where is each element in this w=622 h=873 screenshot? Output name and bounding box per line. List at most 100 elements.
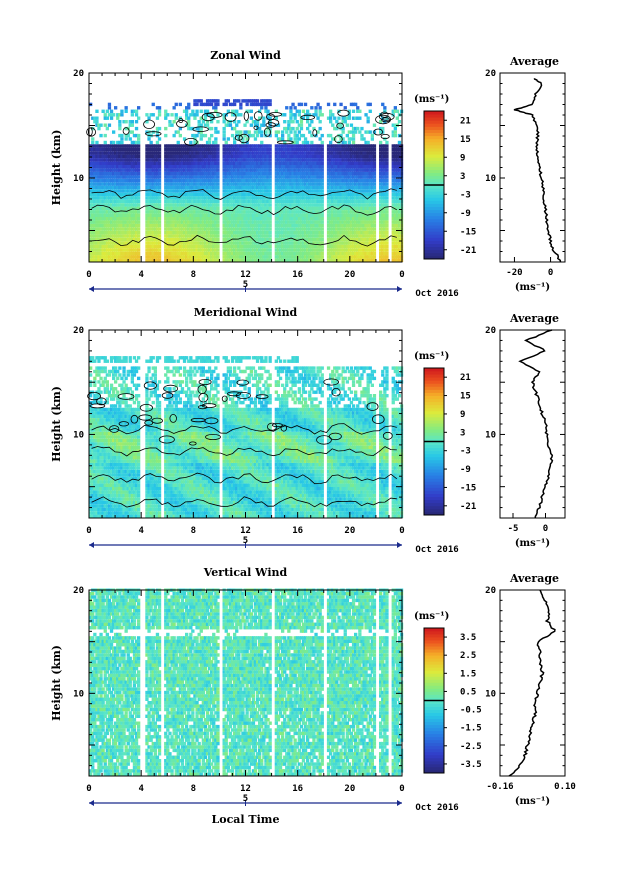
heatmap-cell: [385, 220, 389, 224]
heatmap-cell: [122, 175, 126, 179]
heatmap-cell: [99, 255, 103, 259]
heatmap-cell: [91, 213, 95, 217]
heatmap-cell: [103, 217, 107, 221]
heatmap-cell: [191, 192, 195, 197]
heatmap-cell: [107, 172, 112, 176]
heatmap-cell: [222, 130, 226, 134]
heatmap-cell: [201, 258, 205, 262]
heatmap-cell: [118, 158, 122, 162]
heatmap-cell: [172, 175, 176, 179]
heatmap-cell: [320, 227, 324, 231]
heatmap-cell: [207, 210, 212, 214]
heatmap-cell: [182, 178, 187, 183]
heatmap-cell: [182, 147, 187, 152]
heatmap-cell: [120, 206, 124, 210]
heatmap-cell: [120, 258, 124, 262]
heatmap-cell: [197, 158, 201, 162]
heatmap-cell: [116, 217, 120, 221]
heatmap-cell: [164, 133, 168, 138]
heatmap-cell: [89, 151, 93, 155]
heatmap-cell: [168, 192, 172, 197]
heatmap-cell: [93, 144, 97, 148]
heatmap-cell: [205, 161, 210, 165]
heatmap-cell: [118, 182, 122, 186]
heatmap-cell: [109, 230, 114, 235]
heatmap-cell: [187, 258, 191, 262]
heatmap-cell: [107, 248, 112, 252]
heatmap-cell: [145, 244, 149, 249]
heatmap-cell: [210, 251, 214, 256]
heatmap-cell: [103, 248, 107, 252]
heatmap-cell: [130, 140, 134, 145]
heatmap-cell: [118, 185, 122, 190]
heatmap-cell: [207, 140, 212, 145]
heatmap-cell: [268, 234, 272, 238]
heatmap-cell: [174, 172, 178, 176]
heatmap-cell: [214, 137, 218, 141]
heatmap-cell: [318, 109, 322, 113]
heatmap-cell: [210, 213, 214, 217]
heatmap-cell: [199, 230, 203, 235]
heatmap-cell: [101, 241, 105, 245]
heatmap-cell: [128, 168, 132, 172]
heatmap-cell: [130, 237, 134, 242]
heatmap-cell: [124, 241, 128, 245]
heatmap-cell: [170, 158, 174, 162]
heatmap-cell: [120, 185, 124, 190]
heatmap-cell: [128, 210, 132, 214]
heatmap-cell: [185, 227, 189, 231]
heatmap-cell: [151, 175, 155, 179]
heatmap-cell: [149, 220, 153, 224]
heatmap-cell: [207, 172, 212, 176]
heatmap-cell: [130, 258, 134, 262]
heatmap-cell: [212, 206, 216, 210]
heatmap-cell: [185, 244, 189, 249]
heatmap-cell: [132, 140, 137, 145]
heatmap-cell: [130, 130, 134, 134]
heatmap-cell: [134, 251, 139, 256]
heatmap-cell: [187, 175, 191, 179]
heatmap-cell: [268, 102, 272, 107]
heatmap-cell: [216, 227, 220, 231]
heatmap-cell: [118, 140, 122, 145]
heatmap-cell: [216, 234, 220, 238]
heatmap-cell: [107, 106, 112, 110]
heatmap-cell: [134, 175, 139, 179]
heatmap-cell: [182, 196, 187, 200]
heatmap-cell: [199, 189, 203, 193]
heatmap-cell: [193, 234, 197, 238]
heatmap-cell: [210, 144, 214, 148]
heatmap-cell: [95, 116, 99, 120]
heatmap-cell: [216, 168, 220, 172]
heatmap-cell: [299, 126, 304, 131]
heatmap-cell: [134, 126, 139, 131]
heatmap-cell: [153, 237, 157, 242]
heatmap-cell: [124, 258, 128, 262]
heatmap-cell: [116, 116, 120, 120]
heatmap-cell: [120, 230, 124, 235]
heatmap-cell: [93, 203, 97, 207]
heatmap-cell: [178, 217, 182, 221]
heatmap-cell: [185, 172, 189, 176]
heatmap-cell: [149, 172, 153, 176]
heatmap-cell: [185, 165, 189, 169]
heatmap-cell: [151, 161, 155, 165]
heatmap-cell: [385, 172, 389, 176]
heatmap-cell: [320, 175, 324, 179]
heatmap-cell: [114, 185, 118, 190]
heatmap-cell: [182, 251, 187, 256]
heatmap-cell: [293, 116, 297, 120]
heatmap-cell: [199, 168, 203, 172]
heatmap-cell: [134, 189, 139, 193]
heatmap-cell: [199, 175, 203, 179]
heatmap-cell: [120, 255, 124, 259]
heatmap-cell: [166, 237, 170, 242]
heatmap-cell: [320, 199, 324, 204]
heatmap-cell: [109, 144, 114, 148]
heatmap-cell: [268, 251, 272, 256]
heatmap-cell: [189, 151, 193, 155]
heatmap-cell: [116, 185, 120, 190]
heatmap-cell: [120, 161, 124, 165]
heatmap-cell: [191, 248, 195, 252]
heatmap-cell: [182, 206, 187, 210]
